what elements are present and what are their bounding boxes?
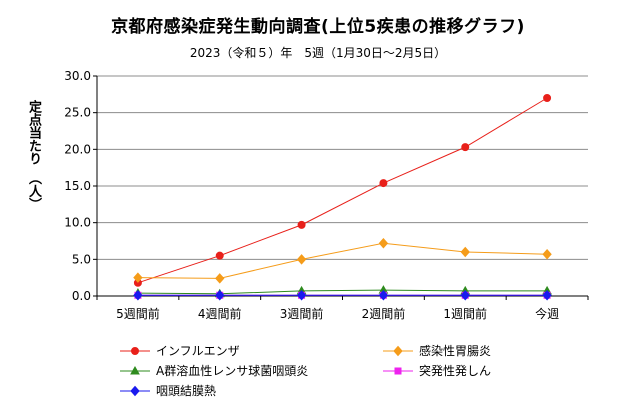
legend-marker [131,347,139,355]
legend-marker [394,367,402,375]
data-point [543,94,552,102]
gridlines [97,75,588,260]
data-point [215,251,224,260]
x-tick-label: 今週 [535,306,559,321]
data-point [460,290,470,301]
legend-item: A群溶血性レンサ球菌咽頭炎 [120,363,308,378]
legend-label: 感染性胃腸炎 [419,343,491,358]
legend-marker [393,345,403,357]
y-tick-label: 30.0 [64,69,91,83]
x-tick-label: 4週間前 [198,306,242,321]
y-tick-label: 0.0 [72,289,91,303]
series-line [137,97,548,284]
y-axis-label: 定点当たり （人） [26,100,41,211]
series-group [133,94,552,301]
legend-label: 咽頭結膜熱 [156,384,216,398]
series-line [137,242,548,279]
series-5 [133,290,552,301]
series-line [137,289,548,295]
x-tick-label: 1週間前 [443,306,487,321]
y-tick-labels: 0.0 5.0 10.0 15.0 20.0 25.0 30.0 [64,69,91,303]
legend-item: 突発性発しん [383,363,491,378]
legend-label: インフルエンザ [156,344,240,358]
chart-subtitle: 2023（令和５）年 5週（1月30日～2月5日） [189,46,447,60]
y-tick-label: 25.0 [64,106,91,120]
data-point [460,246,470,258]
legend-label: 突発性発しん [419,363,491,378]
data-point [296,290,307,301]
legend-item: インフルエンザ [120,344,240,358]
data-point [296,254,307,265]
y-tick-label: 20.0 [64,142,91,156]
data-point [215,290,225,301]
x-tick-label: 3週間前 [280,306,324,321]
data-point [542,248,552,260]
data-point [378,290,389,301]
axes [93,75,589,300]
y-tick-label: 5.0 [72,252,91,266]
legend-item: 咽頭結膜熱 [120,384,216,398]
data-point [133,290,143,301]
data-point [297,220,306,229]
series-2 [133,237,552,284]
data-point [542,290,552,301]
data-point [461,143,470,152]
x-tick-label: 2週間前 [362,306,406,321]
legend-label: A群溶血性レンサ球菌咽頭炎 [156,363,308,378]
legend-marker [130,385,140,397]
chart-title: 京都府感染症発生動向調査(上位5疾患の推移グラフ) [111,17,525,37]
data-point [133,272,143,283]
y-tick-label: 10.0 [64,216,91,230]
series-1 [133,94,552,287]
legend-item: 感染性胃腸炎 [383,343,491,358]
legend-marker [130,365,140,375]
data-point [379,179,388,188]
y-tick-label: 15.0 [64,179,91,193]
x-tick-labels: 5週間前 4週間前 3週間前 2週間前 1週間前 今週 [116,306,559,321]
data-point [215,273,225,284]
data-point [378,237,389,249]
x-tick-label: 5週間前 [116,306,160,321]
